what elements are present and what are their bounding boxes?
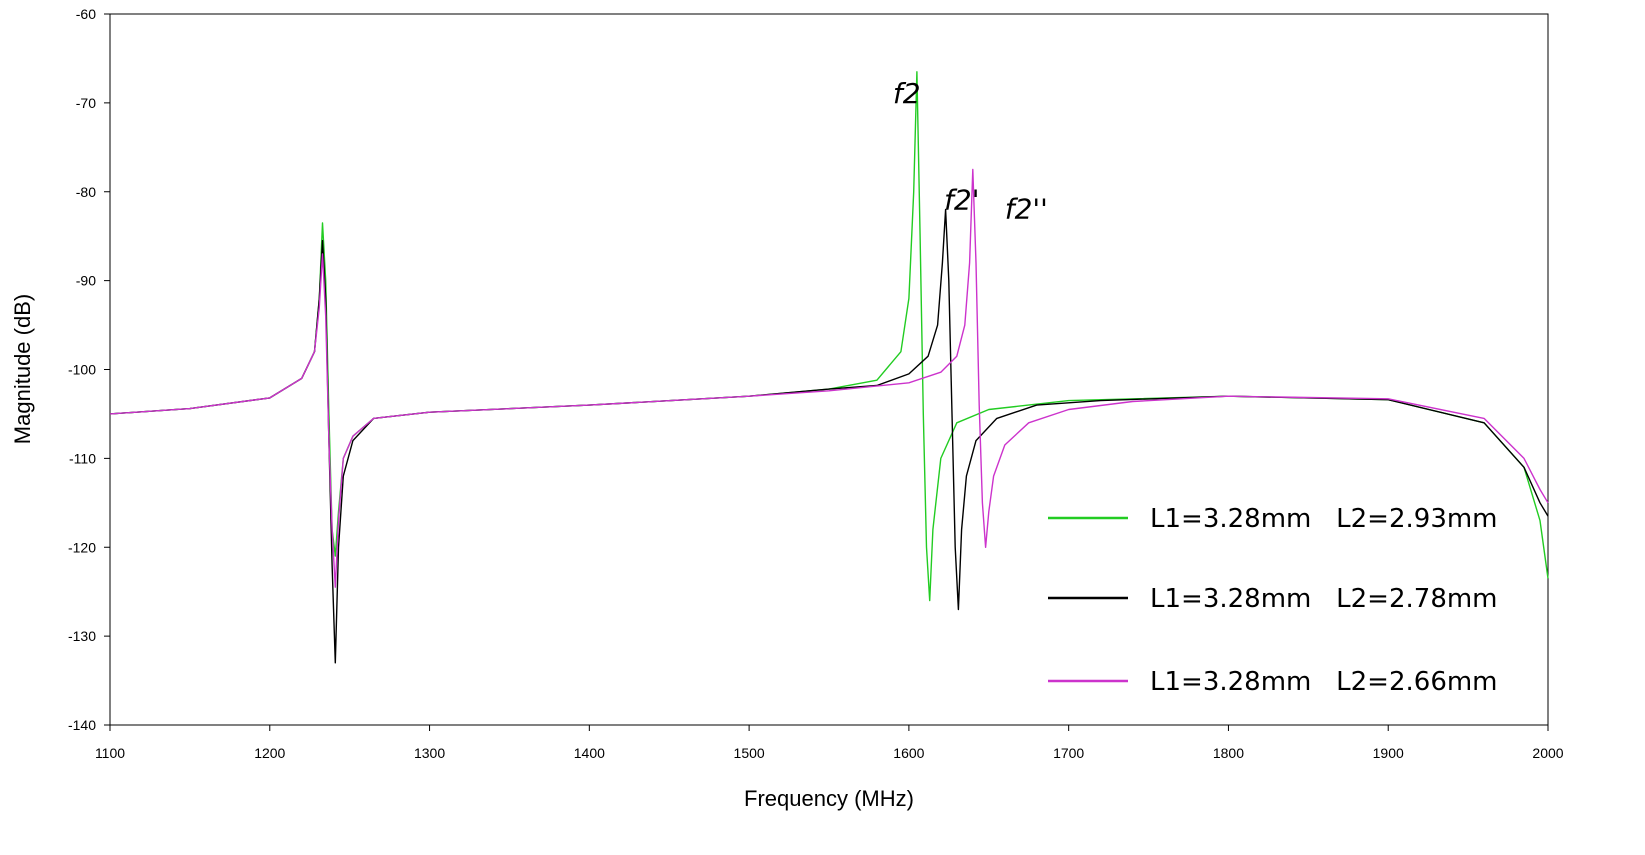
annotation-layer: f2 f2' f2'': [893, 77, 1048, 226]
annotation-label: f2'': [1005, 192, 1048, 225]
legend-label-1: L1=3.28mm L2=2.93mm: [1150, 504, 1498, 534]
legend-label-2: L1=3.28mm L2=2.78mm: [1150, 584, 1498, 614]
y-tick-label: -140: [68, 717, 96, 733]
series-layer: [109, 71, 1549, 664]
y-tick-label: -60: [76, 6, 96, 22]
legend: L1=3.28mm L2=2.93mm L1=3.28mm L2=2.78mm L1…: [1048, 504, 1498, 697]
series-line-2: [109, 208, 1549, 664]
x-tick-label: 1800: [1213, 745, 1244, 761]
y-tick-label: -70: [76, 95, 96, 111]
x-tick-label: 1400: [574, 745, 605, 761]
x-tick-label: 1600: [893, 745, 924, 761]
annotation-label: f2: [893, 77, 921, 110]
y-tick-label: -100: [68, 362, 96, 378]
x-tick-label: 1100: [95, 745, 125, 761]
x-tick-label: 1900: [1373, 745, 1404, 761]
y-tick-label: -90: [76, 273, 96, 289]
series-line-3: [109, 168, 1549, 588]
annotation-label: f2': [944, 184, 979, 217]
x-tick-label: 1300: [414, 745, 445, 761]
x-tick-label: 1500: [734, 745, 765, 761]
y-tick-label: -120: [68, 539, 96, 555]
y-tick-label: -110: [69, 450, 96, 466]
y-axis-title: Magnitude (dB): [10, 294, 35, 444]
x-axis-title: Frequency (MHz): [744, 786, 914, 811]
x-tick-label: 2000: [1532, 745, 1563, 761]
y-tick-label: -80: [76, 184, 96, 200]
ticks-layer: 1100 1200 1300 1400 1500 1600 1700 1800 1900 2000…: [68, 6, 1564, 761]
x-tick-label: 1700: [1053, 745, 1084, 761]
y-tick-label: -130: [68, 628, 96, 644]
plot-area: [109, 13, 1549, 726]
legend-label-3: L1=3.28mm L2=2.66mm: [1150, 667, 1498, 697]
x-tick-label: 1200: [254, 745, 285, 761]
series-line-1: [109, 71, 1549, 602]
